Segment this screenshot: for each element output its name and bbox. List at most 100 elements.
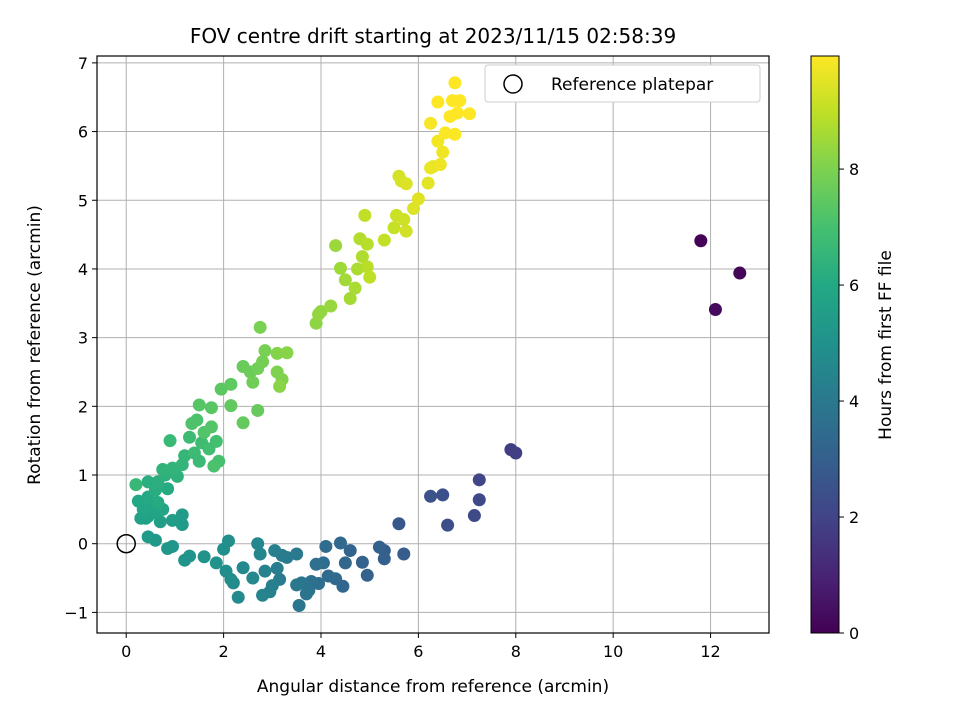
data-point xyxy=(333,261,347,275)
data-point xyxy=(407,201,421,215)
data-point xyxy=(338,273,352,287)
data-point xyxy=(360,568,374,582)
colorbar-gradient xyxy=(810,55,840,634)
data-point xyxy=(360,260,374,274)
data-point xyxy=(290,578,304,592)
data-point xyxy=(438,126,452,140)
data-point xyxy=(178,449,192,463)
data-point xyxy=(161,542,175,556)
colorbar-tick-label: 2 xyxy=(849,508,859,527)
data-point xyxy=(236,561,250,575)
data-point xyxy=(258,344,272,358)
data-point xyxy=(333,536,347,550)
data-point xyxy=(324,299,338,313)
data-point xyxy=(151,495,165,509)
data-point xyxy=(131,494,145,508)
data-point xyxy=(156,463,170,477)
data-point xyxy=(363,270,377,284)
data-point xyxy=(253,547,267,561)
data-point xyxy=(192,398,206,412)
data-point xyxy=(319,539,333,553)
data-point xyxy=(163,434,177,448)
y-tick-label: 2 xyxy=(78,397,88,416)
legend: Reference platepar xyxy=(484,64,761,103)
data-point xyxy=(236,416,250,430)
x-axis-ticks: 0 2 4 6 8 10 12 xyxy=(121,633,721,661)
data-point xyxy=(224,399,238,413)
data-point xyxy=(397,547,411,561)
data-point xyxy=(355,555,369,569)
colorbar-ticks: 0 2 4 6 8 xyxy=(839,160,859,643)
data-point xyxy=(161,482,175,496)
data-point xyxy=(358,208,372,222)
data-point xyxy=(224,377,238,391)
data-point xyxy=(348,281,362,295)
data-point xyxy=(312,307,326,321)
data-point xyxy=(207,459,221,473)
data-point xyxy=(141,530,155,544)
x-tick-label: 6 xyxy=(413,642,423,661)
data-point xyxy=(338,556,352,570)
data-point xyxy=(351,262,365,276)
data-point xyxy=(399,177,413,191)
x-tick-label: 12 xyxy=(700,642,720,661)
data-point xyxy=(424,116,438,130)
y-axis-ticks: −1 0 1 2 3 4 5 6 7 xyxy=(64,54,97,622)
y-tick-label: 5 xyxy=(78,191,88,210)
data-point xyxy=(472,473,486,487)
reference-platepar-marker xyxy=(116,533,136,554)
data-point xyxy=(372,540,386,554)
data-point xyxy=(392,517,406,531)
data-point xyxy=(377,552,391,566)
y-tick-label: 1 xyxy=(78,466,88,485)
data-point xyxy=(209,556,223,570)
data-point xyxy=(448,127,462,141)
data-point xyxy=(433,158,447,172)
data-point xyxy=(197,550,211,564)
data-point xyxy=(273,379,287,393)
data-point xyxy=(472,493,486,507)
x-tick-label: 4 xyxy=(316,642,326,661)
y-tick-label: −1 xyxy=(64,603,88,622)
y-tick-label: 0 xyxy=(78,535,88,554)
data-point xyxy=(694,234,708,248)
y-tick-label: 7 xyxy=(78,54,88,73)
colorbar: 0 2 4 6 8 Hours from first FF file xyxy=(810,55,896,643)
data-point xyxy=(268,544,282,558)
x-tick-label: 8 xyxy=(511,642,521,661)
data-point xyxy=(411,192,425,206)
colorbar-tick-label: 0 xyxy=(849,624,859,643)
data-point xyxy=(441,518,455,532)
data-point xyxy=(309,557,323,571)
data-point xyxy=(129,478,143,492)
data-point xyxy=(175,517,189,531)
data-point xyxy=(292,599,306,613)
data-point xyxy=(251,403,265,417)
data-point xyxy=(329,239,343,253)
data-point xyxy=(280,346,294,360)
data-point xyxy=(204,401,218,415)
y-tick-label: 3 xyxy=(78,329,88,348)
x-tick-label: 0 xyxy=(121,642,131,661)
y-axis-label: Rotation from reference (arcmin) xyxy=(25,205,45,485)
legend-box xyxy=(484,64,761,103)
data-point xyxy=(360,237,374,251)
data-point xyxy=(219,564,233,578)
data-point xyxy=(343,544,357,558)
data-point xyxy=(175,508,189,522)
data-point xyxy=(246,375,260,389)
data-point xyxy=(187,446,201,460)
legend-reference-marker xyxy=(503,74,523,94)
x-tick-label: 10 xyxy=(603,642,623,661)
data-point xyxy=(708,302,722,316)
data-point xyxy=(436,145,450,159)
plot-frame xyxy=(96,55,770,634)
data-point xyxy=(355,250,369,264)
x-axis-label: Angular distance from reference (arcmin) xyxy=(257,677,609,697)
y-tick-label: 4 xyxy=(78,260,88,279)
colorbar-label: Hours from first FF file xyxy=(876,250,896,440)
data-point xyxy=(299,587,313,601)
data-point xyxy=(436,488,450,502)
data-point xyxy=(141,475,155,489)
